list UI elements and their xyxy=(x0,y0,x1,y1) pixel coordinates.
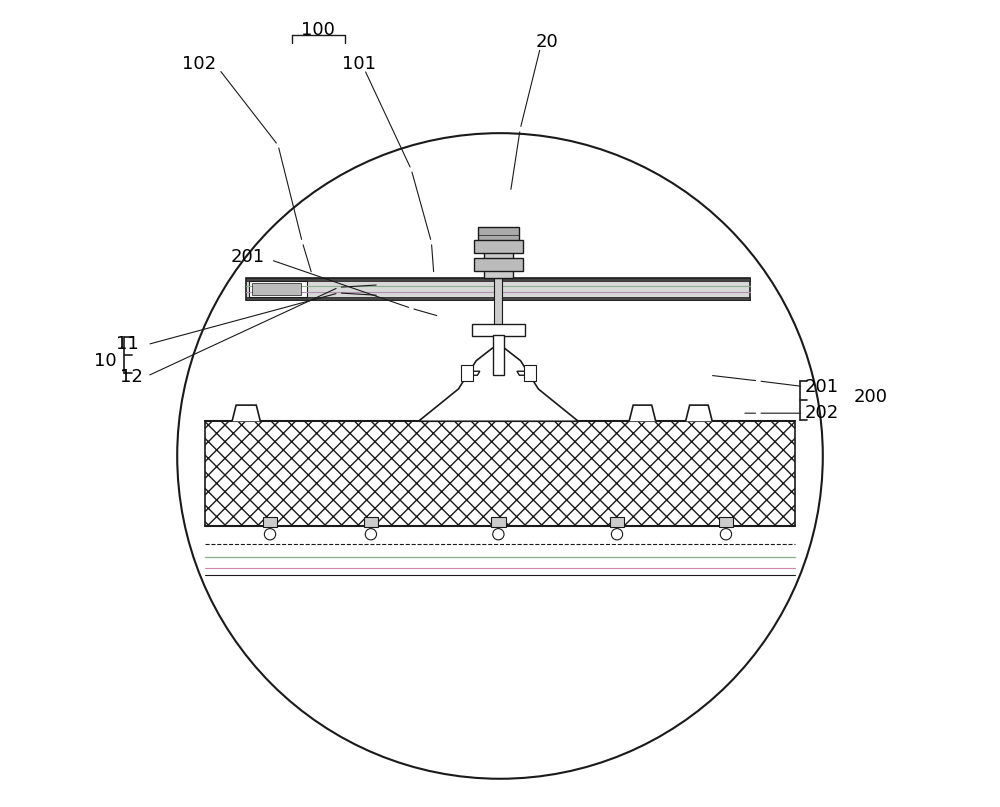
Circle shape xyxy=(177,133,823,779)
Text: 101: 101 xyxy=(342,55,376,73)
Text: 20: 20 xyxy=(535,33,558,51)
Bar xyxy=(610,517,624,527)
Text: 200: 200 xyxy=(853,388,887,406)
Polygon shape xyxy=(232,405,260,421)
Polygon shape xyxy=(418,345,578,421)
Text: 11: 11 xyxy=(116,335,138,353)
Bar xyxy=(461,365,473,381)
Text: 201: 201 xyxy=(805,378,839,395)
Bar xyxy=(494,278,502,353)
Polygon shape xyxy=(517,371,531,375)
Text: 10: 10 xyxy=(94,352,117,370)
Bar xyxy=(246,278,750,300)
Text: 12: 12 xyxy=(120,368,143,386)
Bar xyxy=(719,517,733,527)
Text: 100: 100 xyxy=(301,21,335,39)
Bar xyxy=(474,240,523,253)
Bar xyxy=(246,278,750,281)
Bar xyxy=(246,297,750,300)
Bar xyxy=(364,517,378,527)
Bar xyxy=(491,517,506,527)
Bar xyxy=(205,421,795,526)
Polygon shape xyxy=(686,405,712,421)
Bar xyxy=(493,335,504,375)
Bar xyxy=(524,365,536,381)
Bar xyxy=(472,324,525,336)
Text: 102: 102 xyxy=(182,55,216,73)
Bar xyxy=(484,233,513,278)
Bar xyxy=(252,283,301,295)
Text: 201: 201 xyxy=(230,248,264,266)
Bar xyxy=(263,517,277,527)
Bar xyxy=(478,227,519,243)
Polygon shape xyxy=(466,371,480,375)
Bar xyxy=(249,281,307,297)
Polygon shape xyxy=(629,405,656,421)
Bar xyxy=(474,258,523,271)
Text: 202: 202 xyxy=(805,404,839,422)
